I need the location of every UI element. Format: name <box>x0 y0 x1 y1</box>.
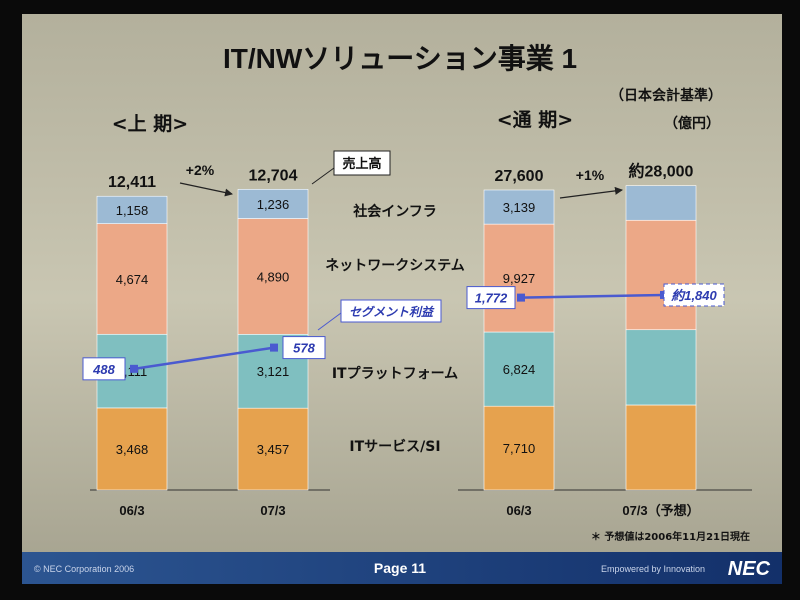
bar-segment-network-system-0 <box>96 223 168 335</box>
bar-segment-network-system-1 <box>237 218 309 335</box>
growth-arrow-h1: +2% <box>179 162 233 197</box>
right-heading: <通 期> <box>497 109 573 131</box>
category-label: 06/3 <box>506 503 531 518</box>
bar-segment-social-infra-2 <box>483 189 555 225</box>
category-label: 06/3 <box>119 503 144 518</box>
bar-total-label: 約28,000 <box>629 162 694 181</box>
bar-total-label: 27,600 <box>495 168 544 185</box>
growth-arrow-fy: +1% <box>559 167 623 199</box>
footer-background <box>22 552 782 584</box>
profit-line-fy <box>520 293 665 299</box>
profit-value-box <box>466 286 516 310</box>
segment-legend: ITサービス/SI ITプラットフォーム ネットワークシステム 社会インフラ <box>325 203 465 455</box>
bar-segment-it-service-1 <box>237 407 309 491</box>
bar-segment-it-service-2 <box>483 405 555 491</box>
profit-value-label: 488 <box>92 362 115 377</box>
category-label: 07/3（予想） <box>622 503 699 518</box>
profit-value-box <box>282 336 326 360</box>
bar-segment-it-platform-2 <box>483 331 555 407</box>
growth-arrow-h1-line <box>179 182 233 197</box>
nec-logo: NEC <box>728 558 771 580</box>
slide-title: IT/NWソリューション事業 1 <box>223 43 577 74</box>
footnote: ＊ 予想値は2006年11月21日現在 <box>591 530 750 543</box>
sales-callout-pointer <box>311 167 335 185</box>
bar-segment-social-infra-1 <box>237 188 309 219</box>
bar-value-label: 3,121 <box>257 364 290 379</box>
profit-value-box <box>663 283 725 307</box>
growth-label-fy: +1% <box>576 167 605 183</box>
legend-it-platform: ITプラットフォーム <box>332 366 458 382</box>
legend-network-system: ネットワークシステム <box>325 258 465 274</box>
legend-it-service: ITサービス/SI <box>349 439 440 455</box>
footer-bar: © NEC Corporation 2006 Page 11 Empowered… <box>22 552 782 584</box>
bar-segment-network-system-2 <box>483 223 555 333</box>
bar-value-label: 4,890 <box>257 269 290 284</box>
bar-value-label: 1,236 <box>257 197 290 212</box>
bar-value-label: 3,457 <box>257 442 290 457</box>
segment-profit-callout: セグメント利益 <box>317 299 442 331</box>
segment-profit-callout-label: セグメント利益 <box>349 305 435 319</box>
profit-value-label: 578 <box>293 341 315 356</box>
unit-label: （億円） <box>664 115 720 132</box>
profit-point <box>270 343 278 352</box>
footer-page: Page 11 <box>374 560 426 576</box>
profit-point <box>130 364 138 373</box>
bar-segment-social-infra-0 <box>96 195 168 224</box>
segment-profit-callout-pointer <box>317 312 342 331</box>
bar-segment-it-service-0 <box>96 407 168 491</box>
sales-callout-label: 売上高 <box>342 156 381 172</box>
footer-tagline: Empowered by Innovation <box>601 564 705 574</box>
profit-point <box>517 293 525 302</box>
bar-segment-forecast-social-infra <box>625 185 697 221</box>
profit-line-h1 <box>133 346 275 371</box>
growth-arrow-fy-line <box>559 186 623 199</box>
bar-segment-forecast-it-platform <box>625 329 697 406</box>
legend-social-infra: 社会インフラ <box>352 203 437 220</box>
bar-total-label: 12,704 <box>249 167 298 184</box>
category-label: 07/3 <box>260 503 285 518</box>
sales-callout-box <box>333 150 391 176</box>
bar-value-label: 7,710 <box>503 441 536 456</box>
growth-label-h1: +2% <box>186 162 215 178</box>
segment-profit-callout-box <box>340 299 442 323</box>
profit-value-label: 約1,840 <box>670 288 717 303</box>
profit-value-box <box>82 357 126 381</box>
bar-value-label: 9,927 <box>503 271 536 286</box>
bar-value-label: 4,674 <box>116 272 149 287</box>
bar-segment-forecast-network-system <box>625 219 697 331</box>
bar-value-label: 6,824 <box>503 362 536 377</box>
profit-value-label: 1,772 <box>475 291 508 306</box>
bar-value-label: 1,158 <box>116 203 149 218</box>
bar-segment-forecast-it-service <box>625 404 697 491</box>
footer-copyright: © NEC Corporation 2006 <box>34 564 134 574</box>
sales-callout: 売上高 <box>311 150 391 185</box>
accounting-note: （日本会計基準） <box>610 87 722 104</box>
bar-value-label: 3,468 <box>116 442 149 457</box>
profit-layer: 488 578 1,772 約1,840 <box>82 283 725 381</box>
bar-value-label: 3,139 <box>503 200 536 215</box>
left-heading: <上 期> <box>112 113 188 135</box>
bar-total-label: 12,411 <box>108 174 156 191</box>
